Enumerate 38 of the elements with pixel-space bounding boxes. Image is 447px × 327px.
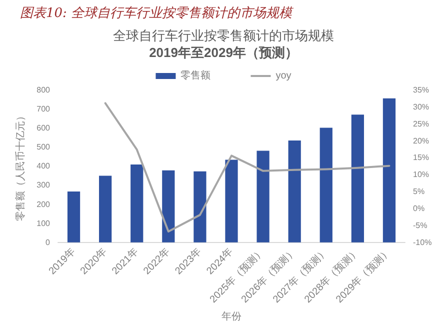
y2-tick-label: 10% [413,170,430,180]
text: 图表10: 全球自行车行业按零售额计的市场规模 [20,5,292,22]
y-tick-label: 600 [36,124,51,133]
legend-label: 零售额 [180,70,211,82]
line-series [104,102,390,233]
chart-subtitle: 2019年至2029年（预测） [149,45,298,60]
y2-tick-label: 15% [413,153,430,162]
bar [130,164,144,242]
y2-tick-label: 5% [413,187,425,196]
x-axis-title: 年份 [222,310,242,322]
y2-tick-label: 0% [413,204,425,213]
bar [256,150,270,242]
y2-tick-label: -10% [413,238,432,247]
y-tick-label: 400 [36,162,51,171]
legend-label: yoy [276,70,292,82]
bar [351,114,364,242]
y2-tick-label: 20% [413,136,430,146]
bar [225,160,238,242]
bar [320,128,332,242]
bar [162,170,175,242]
y-axis-title: 零售额（人民币十亿元） [14,111,26,222]
y-tick-label: 700 [36,104,51,114]
bar [99,176,112,242]
y-tick-label: 300 [36,180,51,190]
bar [288,140,301,242]
bar [382,98,396,242]
y-tick-label: 200 [36,200,51,209]
y-tick-label: 0 [46,238,51,247]
y-tick-label: 100 [36,218,51,228]
y2-tick-label: 35% [413,86,430,94]
y2-tick-label: -5% [413,220,428,230]
y2-tick-label: 30% [413,102,430,112]
y-tick-label: 800 [36,86,51,94]
chart-title: 全球自行车行业按零售额计的市场规模 [113,28,334,43]
y-tick-label: 500 [36,142,51,152]
bar [67,192,80,242]
y2-tick-label: 25% [413,119,430,128]
bar [194,171,206,242]
